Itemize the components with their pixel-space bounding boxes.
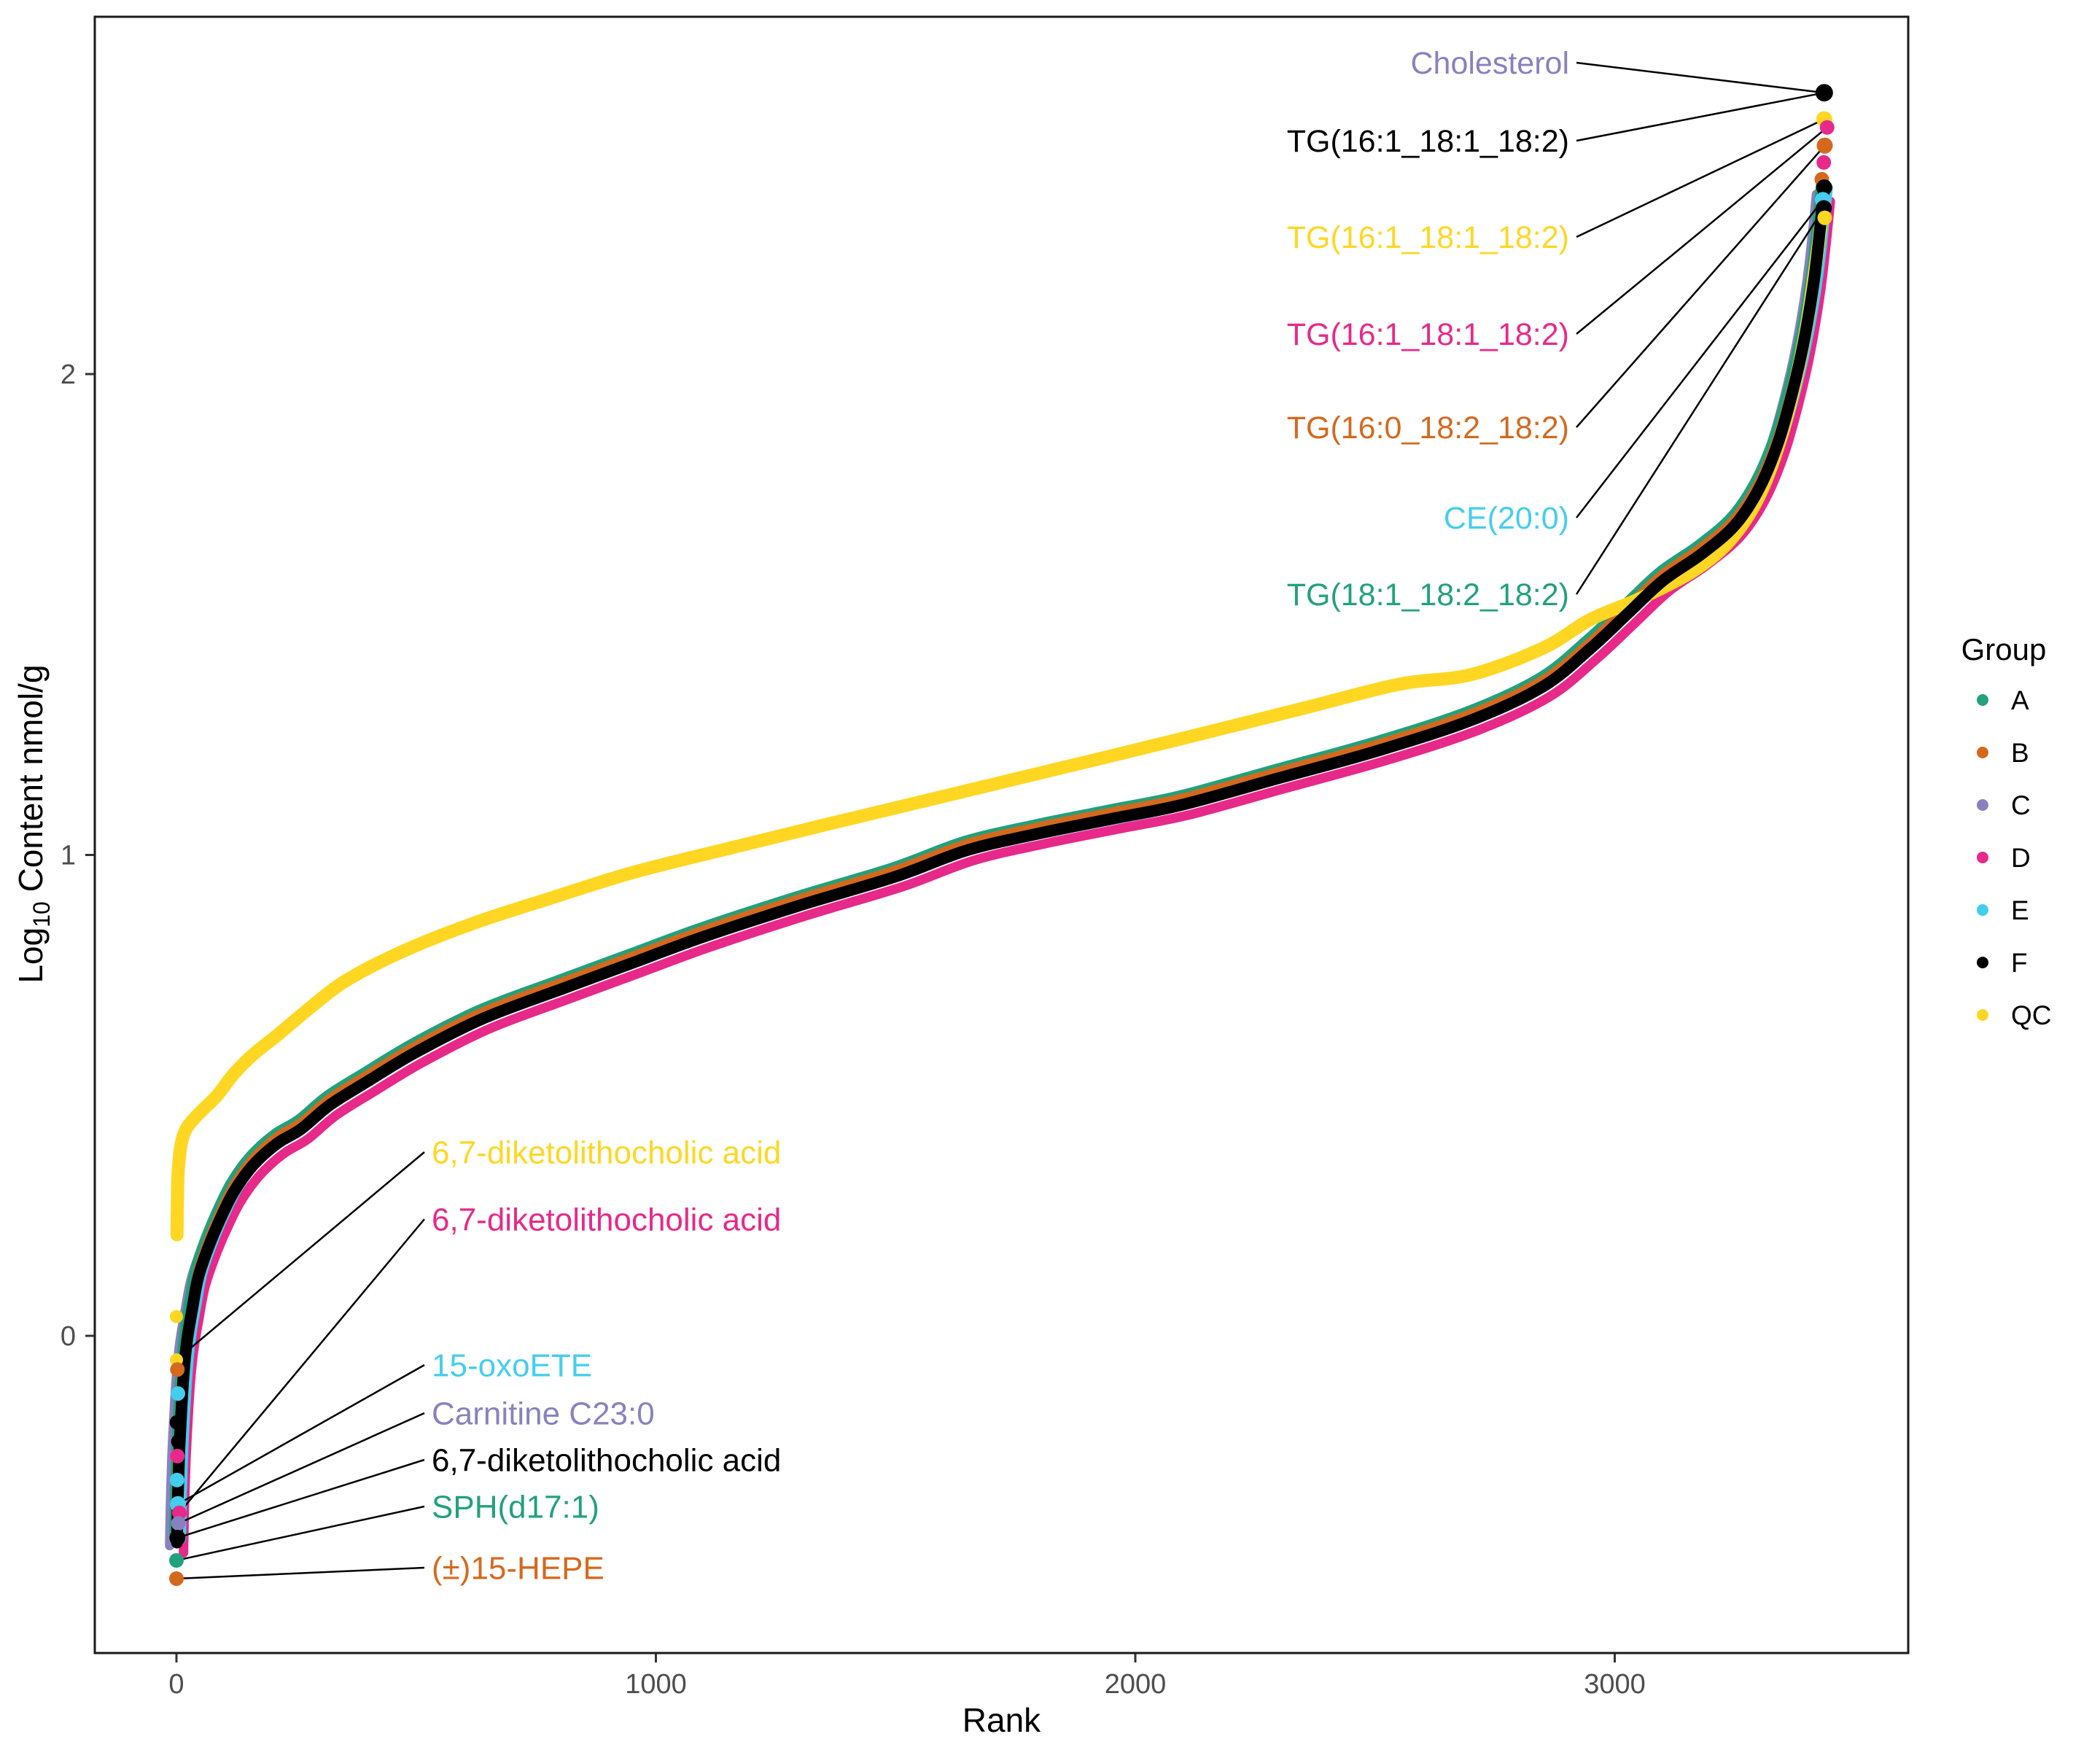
outlier-points: [169, 84, 1835, 1586]
legend-item-e: E: [1977, 895, 2029, 925]
legend-title: Group: [1961, 632, 2047, 666]
annotations-bottom-left: 6,7-diketolithocholic acid 6,7-diketolith…: [432, 1135, 781, 1586]
annotation-label: TG(16:1_18:1_18:2): [1287, 220, 1569, 255]
legend-label-e: E: [2011, 895, 2029, 925]
leader-line: [178, 1218, 425, 1514]
leader-line: [1576, 118, 1825, 238]
annotation-label: 6,7-diketolithocholic acid: [432, 1442, 781, 1478]
annotation-label: TG(18:1_18:2_18:2): [1287, 578, 1569, 612]
annotation-label: TG(16:0_18:2_18:2): [1287, 411, 1569, 446]
leader-line: [176, 1151, 425, 1361]
legend-dot-f: [1977, 957, 1988, 968]
outlier-dot-e: [169, 1472, 184, 1488]
outlier-dot-f: [169, 1530, 186, 1546]
legend-item-f: F: [1977, 948, 2028, 978]
legend-label-c: C: [2011, 790, 2031, 820]
outlier-dot-b: [170, 1362, 185, 1377]
x-tick-label: 1000: [625, 1669, 687, 1700]
annotation-label: Cholesterol: [1411, 46, 1570, 81]
y-tick-label: 2: [61, 359, 76, 390]
legend-item-a: A: [1977, 685, 2029, 715]
outlier-dot-d: [171, 1505, 187, 1520]
outlier-dot-f: [169, 1415, 184, 1430]
outlier-dot-d: [1816, 155, 1832, 170]
leader-line: [1576, 126, 1828, 335]
outlier-dot-f: [171, 1434, 186, 1450]
legend-dot-e: [1977, 904, 1988, 916]
legend-label-b: B: [2011, 738, 2029, 768]
curve-group-f: [171, 185, 1830, 1549]
y-title-rest: Content nmol/g: [12, 664, 50, 901]
outlier-dot-d: [1819, 120, 1835, 135]
annotation-label: Carnitine C23:0: [432, 1396, 655, 1431]
outlier-dot-d: [170, 1448, 185, 1463]
leader-line: [1575, 207, 1825, 595]
x-axis-ticks: 0 1000 2000 3000: [168, 1654, 1646, 1700]
annotation-label: SPH(d17:1): [432, 1489, 599, 1525]
legend-item-c: C: [1977, 790, 2031, 820]
outlier-dot-qc: [170, 1310, 183, 1323]
x-tick-label: 2000: [1105, 1669, 1167, 1700]
annotation-label: TG(16:1_18:1_18:2): [1287, 124, 1569, 159]
annotation-leader-lines: [176, 61, 1828, 1580]
outlier-dot-b: [169, 1571, 184, 1586]
y-title-subscript: 10: [28, 901, 55, 928]
x-tick-label: 3000: [1584, 1669, 1646, 1700]
y-tick-label: 1: [61, 841, 76, 871]
leader-line: [176, 1458, 425, 1539]
legend-dot-qc: [1977, 1009, 1988, 1021]
legend-dot-a: [1977, 694, 1988, 706]
leader-line: [1576, 91, 1825, 142]
curve-group-qc: [170, 218, 1828, 1242]
outlier-dot-qc: [1817, 210, 1832, 225]
y-title-prefix: Log: [12, 928, 50, 984]
series-curves: [165, 176, 1835, 1558]
legend-item-b: B: [1977, 738, 2029, 768]
y-tick-label: 0: [61, 1321, 76, 1352]
legend-label-a: A: [2011, 685, 2029, 715]
leader-line: [176, 1566, 425, 1580]
annotation-label: (±)15-HEPE: [432, 1550, 604, 1586]
leader-line: [1576, 61, 1824, 94]
outlier-dot-b: [1816, 137, 1833, 154]
outlier-dot-a: [169, 1553, 184, 1568]
outlier-dot-e: [171, 1386, 185, 1401]
legend-label-f: F: [2011, 948, 2028, 978]
outlier-dot-f: [1815, 84, 1833, 102]
legend-item-d: D: [1977, 843, 2031, 873]
annotation-label: TG(16:1_18:1_18:2): [1287, 317, 1569, 352]
legend-dot-b: [1977, 747, 1988, 758]
annotations-top-right: Cholesterol TG(16:1_18:1_18:2) TG(16:1_18:…: [1287, 46, 1569, 612]
leader-line: [176, 1505, 425, 1562]
panel-border: [93, 15, 1910, 1654]
legend-dot-c: [1977, 799, 1988, 811]
x-tick-label: 0: [168, 1669, 184, 1700]
leader-line: [178, 1412, 425, 1525]
outlier-dot-f: [1816, 179, 1832, 196]
annotation-label: 6,7-diketolithocholic acid: [432, 1135, 781, 1170]
annotation-label: CE(20:0): [1444, 501, 1569, 536]
x-axis-title: Rank: [962, 1701, 1041, 1739]
leader-line: [1576, 199, 1824, 518]
legend-label-qc: QC: [2011, 1000, 2052, 1030]
y-axis-ticks: 0 1 2: [61, 359, 94, 1352]
annotation-label: 15-oxoETE: [432, 1348, 592, 1383]
legend-label-d: D: [2011, 843, 2031, 873]
outlier-dot-c: [171, 1516, 186, 1531]
leader-line: [177, 1364, 425, 1505]
leader-line: [1576, 144, 1826, 428]
legend-item-qc: QC: [1977, 1000, 2052, 1030]
annotation-label: 6,7-diketolithocholic acid: [432, 1202, 781, 1237]
legend-dot-d: [1977, 852, 1988, 863]
y-axis-title: Log10 Content nmol/g: [12, 664, 55, 983]
